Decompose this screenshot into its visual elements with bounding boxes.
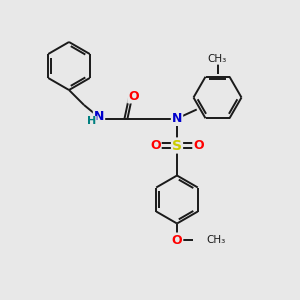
Text: N: N (172, 112, 182, 125)
Text: CH₃: CH₃ (206, 235, 225, 245)
Text: O: O (150, 139, 161, 152)
Text: H: H (87, 116, 96, 127)
Text: O: O (193, 139, 204, 152)
Text: N: N (94, 110, 104, 124)
Text: CH₃: CH₃ (208, 54, 227, 64)
Text: O: O (128, 89, 139, 103)
Text: O: O (172, 233, 182, 247)
Text: S: S (172, 139, 182, 152)
